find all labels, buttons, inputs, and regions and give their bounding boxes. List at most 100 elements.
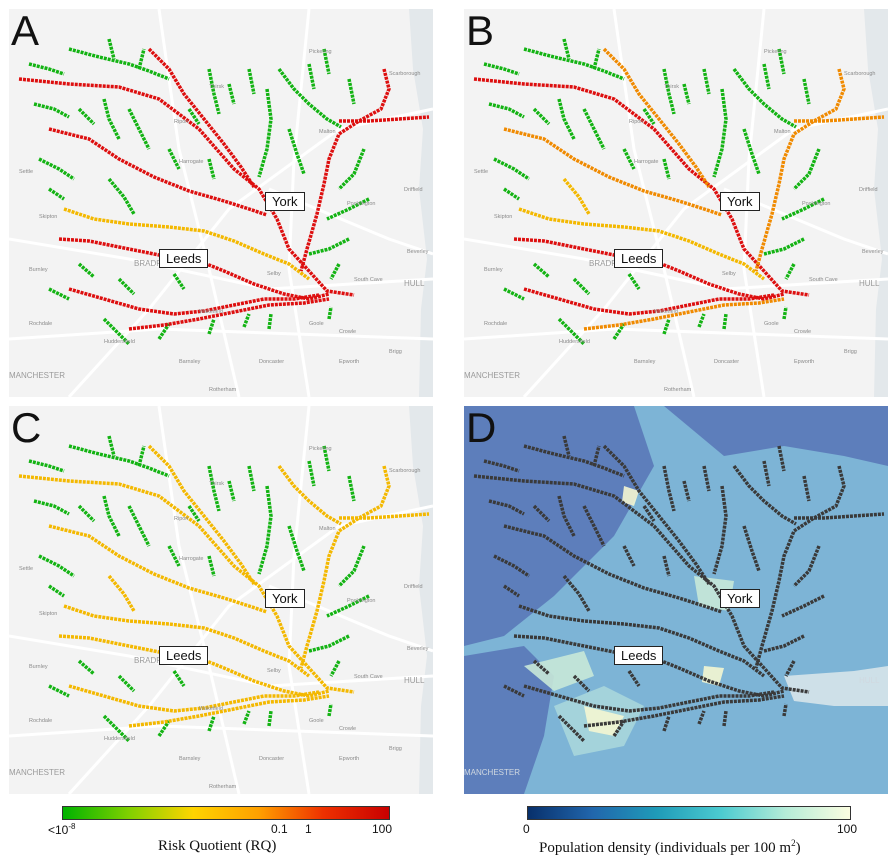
place-label-goole: Goole xyxy=(309,718,324,724)
place-label-pickering: Pickering xyxy=(309,49,332,55)
river-tributary xyxy=(781,594,825,618)
map-panel-d: D MANCHESTER HULL York Leeds xyxy=(464,406,888,794)
map-panel-c: C Scarborough Driffield Beverley South Cave… xyxy=(9,406,433,794)
river-tributary xyxy=(137,445,146,467)
river-tributary xyxy=(662,318,671,335)
place-label-epworth: Epworth xyxy=(794,359,815,365)
place-label-goole: Goole xyxy=(764,321,779,327)
road-line xyxy=(9,237,433,291)
place-label-south_cave: South Cave xyxy=(809,277,838,283)
river-tributary xyxy=(557,495,576,537)
pop-title-sup: 2 xyxy=(791,838,796,848)
river-segment xyxy=(58,237,330,301)
river-segment xyxy=(63,207,311,281)
river-segment xyxy=(339,115,430,123)
river-tributary xyxy=(532,262,551,279)
place-label-barnsley: Barnsley xyxy=(634,359,656,365)
place-label-crowle: Crowle xyxy=(794,329,812,335)
river-tributary xyxy=(242,313,251,328)
place-label-skipton: Skipton xyxy=(39,611,58,617)
river-tributary xyxy=(127,505,151,547)
river-tributary xyxy=(697,313,706,328)
river-tributary xyxy=(207,465,221,512)
place-label-skipton: Skipton xyxy=(39,214,58,220)
road-line xyxy=(9,327,433,341)
place-label-crowle: Crowle xyxy=(339,329,357,335)
river-segment xyxy=(518,207,766,281)
place-label-huddersfield: Huddersfield xyxy=(104,736,135,742)
city-label-leeds: Leeds xyxy=(159,646,209,665)
place-label-pocklington: Pocklington xyxy=(802,201,831,207)
place-label-burnley: Burnley xyxy=(484,267,503,273)
place-label-malton: Malton xyxy=(774,129,791,135)
river-segment xyxy=(562,574,591,612)
pop-title-close: ) xyxy=(795,840,801,856)
place-label-manchester: MANCHESTER xyxy=(464,768,521,777)
river-tributary xyxy=(38,554,75,578)
place-label-thirsk: Thirsk xyxy=(664,84,679,90)
river-tributary xyxy=(102,317,131,346)
river-tributary xyxy=(347,475,356,502)
river-tributary xyxy=(697,710,706,725)
river-segment xyxy=(299,465,391,669)
river-segment xyxy=(68,287,320,316)
place-label-ripon: Ripon xyxy=(174,119,189,125)
river-tributary xyxy=(503,187,520,201)
river-tributary xyxy=(326,197,370,221)
river-tributary xyxy=(77,504,96,523)
river-tributary xyxy=(557,317,586,346)
river-tributary xyxy=(682,83,691,105)
river-tributary xyxy=(503,287,525,301)
place-label-pickering: Pickering xyxy=(764,49,787,55)
river-segment xyxy=(513,634,785,698)
river-tributary xyxy=(137,48,146,70)
river-tributary xyxy=(337,545,366,588)
river-tributary xyxy=(28,62,65,76)
place-label-burnley: Burnley xyxy=(29,664,48,670)
place-label-wakefield: Wakefield xyxy=(654,309,678,315)
river-segment xyxy=(48,524,268,614)
panel-letter: A xyxy=(11,9,40,54)
population-area xyxy=(784,666,888,706)
river-tributary xyxy=(117,277,136,296)
river-tributary xyxy=(784,263,796,280)
place-label-scarborough: Scarborough xyxy=(389,468,421,474)
river-tributary xyxy=(503,584,520,598)
river-tributary xyxy=(48,287,70,301)
place-label-manchester: MANCHESTER xyxy=(9,371,66,380)
place-label-huddersfield: Huddersfield xyxy=(559,339,590,345)
pop-title-main: Population density (individuals per 100 … xyxy=(539,840,792,856)
river-tributary xyxy=(227,83,236,105)
sea-area xyxy=(409,9,433,397)
city-label-york: York xyxy=(265,589,305,608)
river-segment xyxy=(523,287,775,316)
river-segment xyxy=(583,297,785,331)
place-label-wakefield: Wakefield xyxy=(199,706,223,712)
place-label-rochdale: Rochdale xyxy=(29,321,53,327)
river-tributary xyxy=(77,659,96,676)
river-tributary xyxy=(612,323,626,340)
place-label-doncaster: Doncaster xyxy=(259,756,285,762)
place-label-manchester: MANCHESTER xyxy=(9,768,66,777)
river-tributary xyxy=(117,674,136,693)
river-tributary xyxy=(662,465,676,512)
river-tributary xyxy=(662,555,671,577)
place-label-rochdale: Rochdale xyxy=(29,718,53,724)
river-tributary xyxy=(38,157,75,181)
river-segment xyxy=(128,694,330,728)
place-label-malton: Malton xyxy=(319,129,336,135)
place-label-scarborough: Scarborough xyxy=(389,71,421,77)
river-tributary xyxy=(562,38,571,60)
city-label-leeds: Leeds xyxy=(614,646,664,665)
river-segment xyxy=(128,297,330,331)
road-line xyxy=(723,187,888,256)
river-tributary xyxy=(33,102,70,119)
river-tributary xyxy=(742,128,761,175)
river-tributary xyxy=(762,460,771,487)
river-tributary xyxy=(107,435,116,457)
place-label-ripon: Ripon xyxy=(174,516,189,522)
river-tributary xyxy=(267,710,273,727)
road-line xyxy=(268,584,433,653)
river-tributary xyxy=(483,62,520,76)
population-area xyxy=(464,406,654,646)
